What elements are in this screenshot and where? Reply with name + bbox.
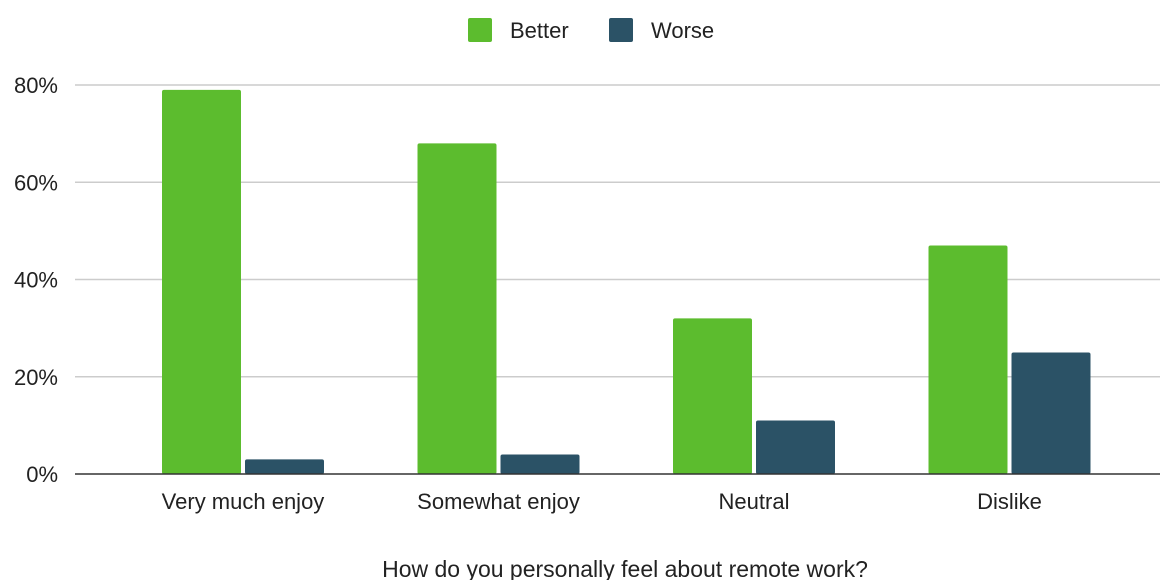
bars: [75, 89, 1160, 475]
legend-label-worse: Worse: [651, 18, 714, 43]
y-tick-label: 40%: [14, 268, 58, 293]
bar-better-2: [673, 318, 752, 474]
legend-swatch-better: [468, 18, 492, 42]
bar-better-0: [162, 89, 241, 475]
y-tick-label: 20%: [14, 365, 58, 390]
bar-better-3: [928, 245, 1008, 474]
bar-worse-2: [756, 420, 835, 474]
legend: Better Worse: [468, 18, 714, 43]
x-tick-label: Dislike: [977, 489, 1042, 514]
y-axis-ticks: 0% 20% 40% 60% 80%: [14, 73, 58, 487]
x-tick-label: Somewhat enjoy: [417, 489, 580, 514]
y-tick-label: 80%: [14, 73, 58, 98]
x-tick-label: Very much enjoy: [162, 489, 325, 514]
x-axis-title: How do you personally feel about remote …: [382, 556, 868, 580]
y-tick-label: 60%: [14, 170, 58, 195]
bar-better-1: [417, 143, 497, 474]
bar-worse-3: [1011, 352, 1091, 474]
y-tick-label: 0%: [26, 462, 58, 487]
x-tick-label: Neutral: [719, 489, 790, 514]
legend-label-better: Better: [510, 18, 569, 43]
bar-worse-1: [500, 454, 580, 474]
x-axis-ticks: Very much enjoy Somewhat enjoy Neutral Disl…: [162, 489, 1042, 514]
bar-worse-0: [245, 459, 324, 474]
legend-swatch-worse: [609, 18, 633, 42]
